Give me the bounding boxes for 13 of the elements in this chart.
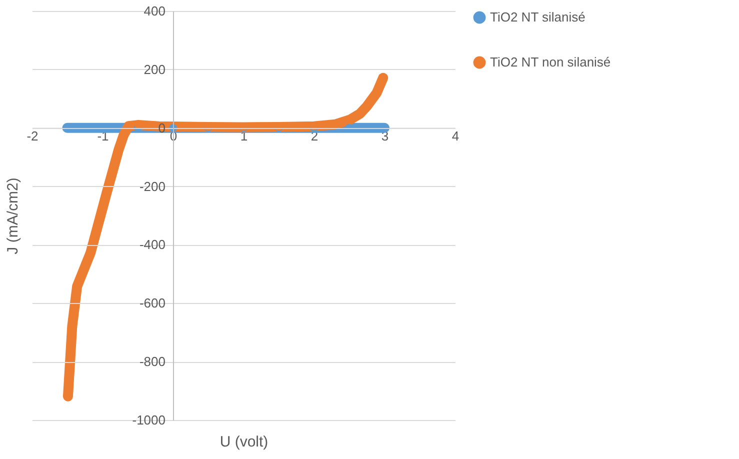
y-tick-label: -200 <box>139 178 166 194</box>
x-axis-title: U (volt) <box>220 434 268 450</box>
y-tick-label: -400 <box>139 237 166 252</box>
y-axis-title: J (mA/cm2) <box>4 178 22 254</box>
x-tick-label: -2 <box>26 128 38 144</box>
y-tick-label: -1000 <box>132 412 166 428</box>
y-tick-label: 200 <box>144 62 166 77</box>
y-tick-label: -800 <box>139 354 166 370</box>
legend-label: TiO2 NT non silanisé <box>490 54 611 70</box>
x-tick-label: 4 <box>452 128 460 144</box>
legend-label: TiO2 NT silanisé <box>490 10 586 24</box>
y-tick-label: -600 <box>139 296 166 311</box>
y-tick-label: 400 <box>144 4 166 18</box>
